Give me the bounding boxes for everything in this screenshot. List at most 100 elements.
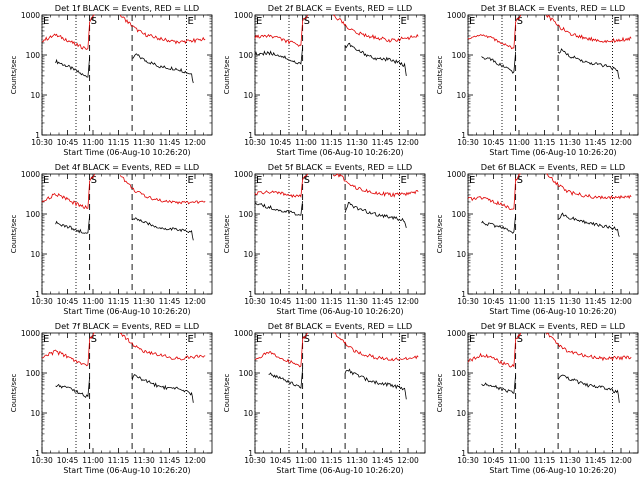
y-tick-label: 1000 <box>21 170 40 179</box>
y-tick-label: 1 <box>461 131 466 140</box>
x-tick-label: 12:00 <box>184 456 206 465</box>
detector-panel-5: Det 5f BLACK = Events, RED = LLD 1 10 100 10… <box>223 162 426 316</box>
y-tick-label: 1000 <box>447 11 466 20</box>
y-tick-label: 100 <box>239 51 254 60</box>
x-tick-label: 12:00 <box>397 297 419 306</box>
y-tick-label: 1 <box>248 290 253 299</box>
marker-label: E <box>256 175 262 186</box>
lld-series-line <box>545 14 632 44</box>
marker-label: S <box>91 16 97 27</box>
y-tick-label: 1000 <box>21 11 40 20</box>
x-tick-label: 11:15 <box>534 138 556 147</box>
y-tick-label: 100 <box>239 369 254 378</box>
lld-series-line <box>545 332 632 362</box>
y-tick-label: 1 <box>461 290 466 299</box>
x-tick-label: 11:15 <box>108 456 130 465</box>
y-tick-label: 100 <box>452 210 467 219</box>
y-tick-label: 1 <box>248 449 253 458</box>
x-tick-label: 11:30 <box>133 138 155 147</box>
y-tick-label: 100 <box>239 210 254 219</box>
marker-label: S <box>517 175 523 186</box>
x-tick-label: 10:45 <box>270 456 292 465</box>
x-axis-title: Start Time (06-Aug-10 10:26:20) <box>489 466 616 475</box>
events-series-line <box>132 53 194 84</box>
panel-title: Det 5f BLACK = Events, RED = LLD <box>268 162 412 172</box>
y-tick-label: 1000 <box>234 11 253 20</box>
panel-title: Det 4f BLACK = Events, RED = LLD <box>55 162 199 172</box>
detector-panel-9: Det 9f BLACK = Events, RED = LLD 1 10 100 10… <box>436 321 639 475</box>
y-tick-label: 10 <box>456 250 466 259</box>
x-tick-label: 10:45 <box>483 297 505 306</box>
detector-panel-1: Det 1f BLACK = Events, RED = LLD 1 10 100 10… <box>10 3 213 157</box>
marker-label: E <box>614 175 620 186</box>
lld-series-line <box>119 175 206 205</box>
y-tick-label: 10 <box>243 250 253 259</box>
y-tick-label: 10 <box>30 91 40 100</box>
lld-series-line <box>546 173 632 200</box>
detector-panel-8: Det 8f BLACK = Events, RED = LLD 1 10 100 10… <box>223 321 426 475</box>
x-tick-label: 11:45 <box>159 297 181 306</box>
events-series-line <box>481 374 516 394</box>
y-tick-label: 10 <box>456 91 466 100</box>
y-tick-label: 100 <box>452 51 467 60</box>
x-tick-label: 11:45 <box>372 297 394 306</box>
panel-title: Det 7f BLACK = Events, RED = LLD <box>55 321 199 331</box>
y-tick-label: 1 <box>35 131 40 140</box>
x-tick-label: 11:00 <box>295 456 317 465</box>
events-series-line <box>131 217 194 241</box>
marker-label: S <box>91 175 97 186</box>
events-series-line <box>344 201 407 228</box>
x-tick-label: 11:15 <box>534 456 556 465</box>
x-tick-label: 10:30 <box>457 138 479 147</box>
panel-title: Det 1f BLACK = Events, RED = LLD <box>55 3 199 13</box>
x-tick-label: 10:45 <box>270 297 292 306</box>
x-axis-title: Start Time (06-Aug-10 10:26:20) <box>489 307 616 316</box>
marker-label: E <box>401 16 407 27</box>
marker-label: E <box>43 334 49 345</box>
panel-title: Det 2f BLACK = Events, RED = LLD <box>268 3 412 13</box>
x-tick-label: 11:45 <box>372 456 394 465</box>
events-series-line <box>481 51 516 74</box>
x-axis-title: Start Time (06-Aug-10 10:26:20) <box>276 466 403 475</box>
events-series-line <box>131 374 194 403</box>
lld-series-line <box>467 14 522 50</box>
events-series-line <box>254 46 303 65</box>
y-axis-title: Counts/sec <box>10 215 18 254</box>
panel-title: Det 9f BLACK = Events, RED = LLD <box>481 321 625 331</box>
x-tick-label: 12:00 <box>184 138 206 147</box>
x-axis-title: Start Time (06-Aug-10 10:26:20) <box>63 148 190 157</box>
x-tick-label: 10:30 <box>31 138 53 147</box>
x-tick-label: 10:45 <box>57 297 79 306</box>
y-tick-label: 1 <box>35 449 40 458</box>
marker-label: E <box>469 175 475 186</box>
x-tick-label: 11:15 <box>321 297 343 306</box>
x-tick-label: 11:45 <box>159 138 181 147</box>
lld-series-line <box>42 332 95 367</box>
marker-label: E <box>188 334 194 345</box>
marker-label: S <box>304 175 310 186</box>
y-tick-label: 100 <box>26 369 41 378</box>
y-tick-label: 10 <box>243 91 253 100</box>
y-axis-title: Counts/sec <box>223 374 231 413</box>
y-tick-label: 10 <box>243 409 253 418</box>
lld-series-line <box>467 173 521 211</box>
x-tick-label: 11:45 <box>372 138 394 147</box>
y-tick-label: 100 <box>26 51 41 60</box>
marker-label: E <box>256 16 262 27</box>
lld-series-line <box>332 173 419 198</box>
x-axis-title: Start Time (06-Aug-10 10:26:20) <box>63 466 190 475</box>
y-tick-label: 1000 <box>447 170 466 179</box>
detector-panel-3: Det 3f BLACK = Events, RED = LLD 1 10 100 10… <box>436 3 639 157</box>
marker-label: S <box>91 334 97 345</box>
x-tick-label: 10:30 <box>244 456 266 465</box>
lld-series-line <box>41 14 95 50</box>
x-axis-title: Start Time (06-Aug-10 10:26:20) <box>489 148 616 157</box>
panel-title: Det 6f BLACK = Events, RED = LLD <box>481 162 625 172</box>
x-tick-label: 11:30 <box>559 297 581 306</box>
y-axis-title: Counts/sec <box>223 215 231 254</box>
y-tick-label: 1000 <box>234 170 253 179</box>
marker-label: E <box>614 334 620 345</box>
x-tick-label: 10:30 <box>457 297 479 306</box>
x-tick-label: 12:00 <box>397 456 419 465</box>
